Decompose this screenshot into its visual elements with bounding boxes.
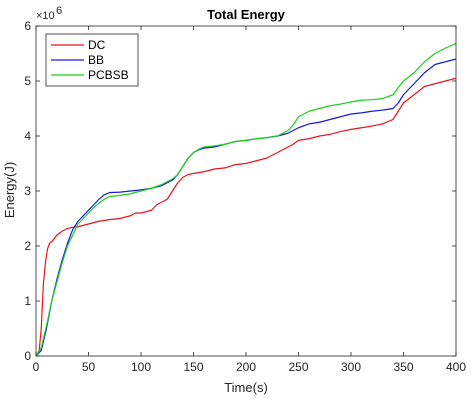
x-tick-label: 150 [183, 360, 203, 374]
y-tick-label: 5 [24, 74, 31, 88]
x-tick-label: 100 [131, 360, 151, 374]
y-tick-label: 2 [24, 239, 31, 253]
series-line-bb [35, 58, 457, 357]
y-exponent-base: ×10 [36, 10, 55, 22]
y-axis-label: Energy(J) [2, 162, 17, 218]
y-tick-label: 4 [24, 129, 31, 143]
x-tick-label: 0 [33, 360, 40, 374]
legend-label-pcbsb: PCBSB [88, 68, 129, 82]
y-tick-label: 0 [24, 349, 31, 363]
legend-label-bb: BB [88, 53, 104, 67]
y-tick-label: 3 [24, 184, 31, 198]
x-tick-label: 400 [446, 360, 466, 374]
y-tick-label: 1 [24, 294, 31, 308]
x-tick-label: 50 [82, 360, 96, 374]
chart-title: Total Energy [207, 7, 286, 22]
x-tick-label: 300 [341, 360, 361, 374]
legend-label-dc: DC [88, 38, 106, 52]
series-line-dc [35, 77, 457, 357]
series-line-pcbsb [35, 43, 457, 357]
x-tick-label: 350 [393, 360, 413, 374]
x-tick-label: 250 [288, 360, 308, 374]
y-tick-label: 6 [24, 19, 31, 33]
x-axis-label: Time(s) [224, 380, 268, 395]
x-tick-label: 200 [236, 360, 256, 374]
y-exponent-power: 6 [56, 5, 62, 17]
